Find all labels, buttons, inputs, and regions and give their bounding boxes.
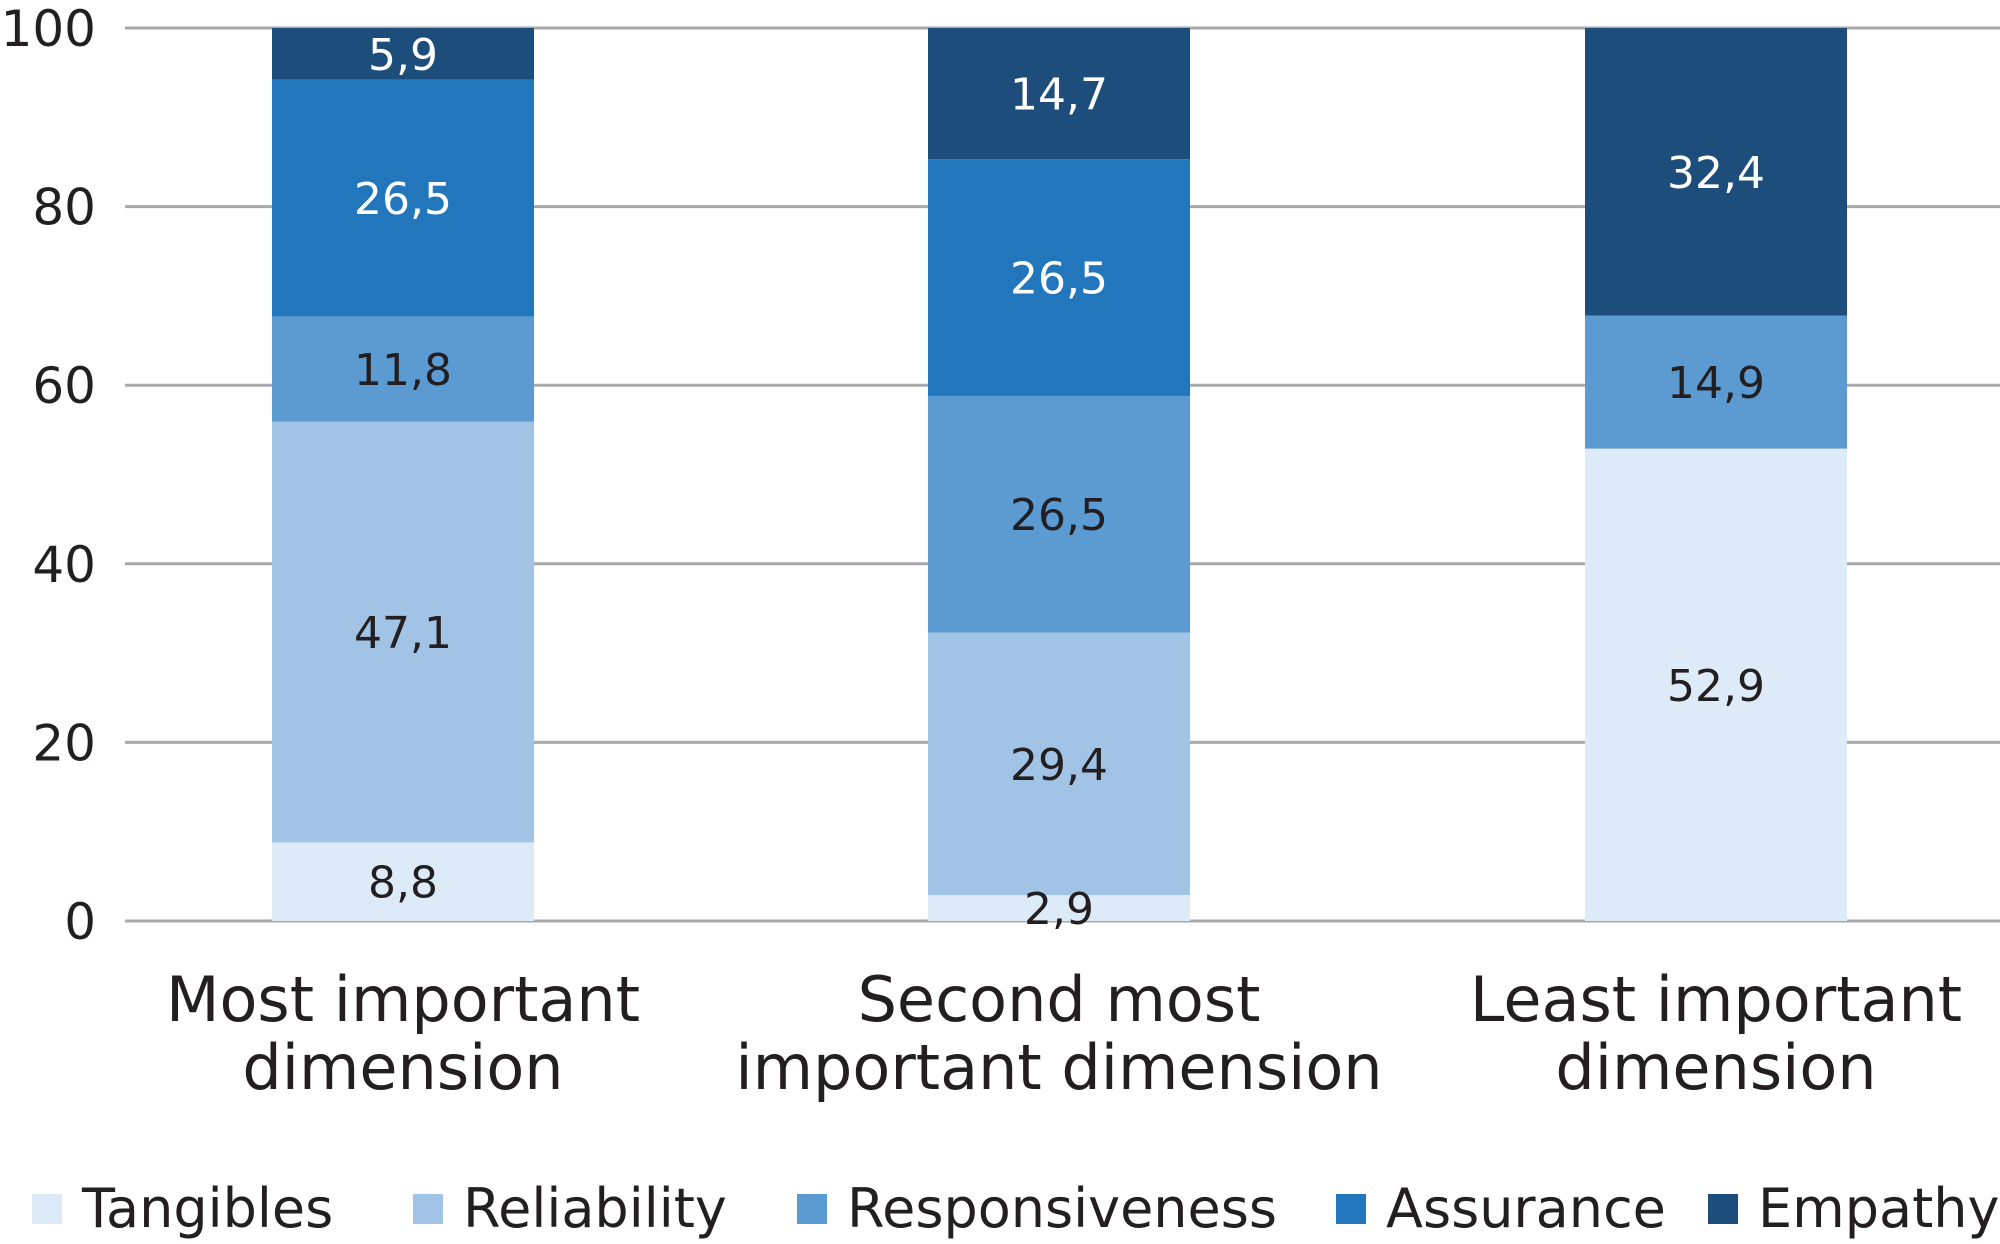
- data-label: 8,8: [368, 858, 438, 909]
- data-label: 2,9: [1024, 884, 1094, 935]
- legend: Tangibles Reliability Responsiveness Assura…: [32, 1177, 1999, 1240]
- bar-segment-tangibles: [1585, 448, 1847, 921]
- data-label: 5,9: [368, 30, 438, 81]
- data-label: 26,5: [354, 174, 452, 225]
- y-axis-ticks: 0 20 40 60 80 100: [1, 0, 96, 951]
- bars: [272, 28, 1847, 921]
- bar-segment-empathy: [928, 28, 1190, 160]
- y-tick-label: 40: [32, 536, 96, 594]
- legend-swatch: [32, 1194, 62, 1224]
- data-label: 32,4: [1667, 148, 1765, 199]
- data-label: 52,9: [1667, 661, 1765, 712]
- legend-label: Reliability: [463, 1177, 727, 1240]
- legend-label: Tangibles: [81, 1177, 333, 1240]
- data-label: 29,4: [1010, 740, 1108, 791]
- legend-item-reliability: Reliability: [413, 1177, 727, 1240]
- bar-segment-empathy: [272, 28, 534, 80]
- y-tick-label: 20: [32, 714, 96, 772]
- category-label: dimension: [242, 1031, 563, 1104]
- bar-segment-empathy: [1585, 28, 1847, 316]
- y-tick-label: 60: [32, 357, 96, 415]
- y-tick-label: 80: [32, 179, 96, 237]
- bar-segment-responsiveness: [1585, 315, 1847, 449]
- legend-item-tangibles: Tangibles: [32, 1177, 333, 1240]
- bar-segment-assurance: [272, 79, 534, 317]
- y-tick-label: 100: [1, 0, 96, 58]
- category-label: Most important: [166, 963, 640, 1036]
- bar-segment-tangibles: [272, 842, 534, 921]
- legend-item-responsiveness: Responsiveness: [797, 1177, 1277, 1240]
- legend-label: Responsiveness: [847, 1177, 1277, 1240]
- legend-label: Empathy: [1758, 1177, 1999, 1240]
- category-label: Least important: [1470, 963, 1962, 1036]
- bar-segment-responsiveness: [928, 395, 1190, 633]
- legend-label: Assurance: [1386, 1177, 1666, 1240]
- bar-segment-reliability: [272, 421, 534, 843]
- legend-swatch: [1336, 1194, 1366, 1224]
- bar-segment-tangibles: [928, 895, 1190, 921]
- category-label: dimension: [1555, 1031, 1876, 1104]
- data-label: 26,5: [1010, 254, 1108, 305]
- data-label: 47,1: [354, 608, 452, 659]
- category-label: important dimension: [735, 1031, 1382, 1104]
- bar-segment-assurance: [928, 159, 1190, 396]
- bar-segment-responsiveness: [272, 316, 534, 422]
- data-label: 26,5: [1010, 490, 1108, 541]
- legend-swatch: [797, 1194, 827, 1224]
- data-label: 14,9: [1667, 358, 1765, 409]
- category-label: Second most: [858, 963, 1261, 1036]
- legend-item-empathy: Empathy: [1708, 1177, 1999, 1240]
- legend-swatch: [1708, 1194, 1738, 1224]
- y-tick-label: 0: [64, 893, 96, 951]
- data-labels: 8,8 47,1 11,8 26,5 5,9 2,9 29,4 26,5 26,5 14,7 52,…: [354, 30, 1765, 935]
- legend-swatch: [413, 1194, 443, 1224]
- legend-item-assurance: Assurance: [1336, 1177, 1666, 1240]
- bar-segment-reliability: [928, 632, 1190, 896]
- data-label: 11,8: [354, 345, 452, 396]
- data-label: 14,7: [1010, 70, 1108, 121]
